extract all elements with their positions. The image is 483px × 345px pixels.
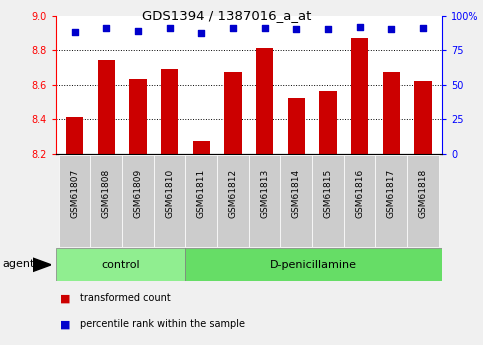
Text: GSM61815: GSM61815 [324,169,332,218]
Text: agent: agent [2,259,35,269]
Point [261,25,269,31]
Bar [281,155,312,247]
Point [324,27,332,32]
Point [102,25,110,31]
Bar [185,248,442,281]
Text: GSM61818: GSM61818 [418,169,427,218]
Text: ■: ■ [60,319,71,329]
Text: control: control [101,260,140,270]
Bar [90,155,122,247]
Text: percentile rank within the sample: percentile rank within the sample [80,319,245,329]
Point [229,25,237,31]
Bar [249,155,281,247]
Bar [375,155,407,247]
Text: GSM61812: GSM61812 [228,169,238,218]
Bar [129,79,147,154]
Bar [407,155,439,247]
Point [387,27,395,32]
Bar [154,155,185,247]
Bar [217,155,249,247]
Bar [59,155,90,247]
Text: D-penicillamine: D-penicillamine [270,260,357,270]
Bar [319,91,337,154]
Bar [351,38,369,154]
Point [198,31,205,36]
Bar [383,72,400,154]
Bar [161,69,178,154]
Text: GDS1394 / 1387016_a_at: GDS1394 / 1387016_a_at [142,9,312,22]
Bar [185,155,217,247]
Point [419,25,427,31]
Text: GSM61814: GSM61814 [292,169,301,218]
Text: GSM61816: GSM61816 [355,169,364,218]
Text: ■: ■ [60,294,71,303]
Text: transformed count: transformed count [80,294,170,303]
Bar [66,117,83,154]
Point [356,24,364,29]
Bar [193,141,210,154]
Text: GSM61811: GSM61811 [197,169,206,218]
Point [71,29,78,35]
Bar [414,81,432,154]
Bar [122,155,154,247]
Text: GSM61813: GSM61813 [260,169,269,218]
Text: GSM61808: GSM61808 [102,169,111,218]
Bar [56,248,185,281]
Text: GSM61810: GSM61810 [165,169,174,218]
Text: GSM61807: GSM61807 [70,169,79,218]
Bar [256,48,273,154]
Bar [98,60,115,154]
Point [292,27,300,32]
Bar [344,155,375,247]
Text: GSM61809: GSM61809 [133,169,142,218]
Polygon shape [33,258,51,272]
Point [166,25,173,31]
Bar [287,98,305,154]
Bar [224,72,242,154]
Point [134,28,142,33]
Bar [312,155,344,247]
Text: GSM61817: GSM61817 [387,169,396,218]
